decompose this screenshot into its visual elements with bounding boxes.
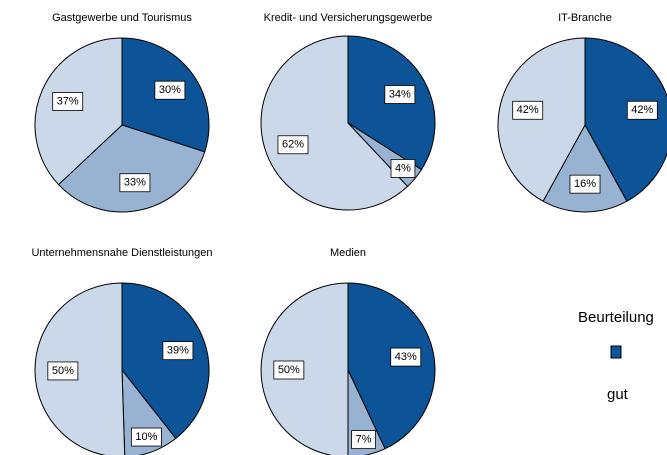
data-label: 16% [574, 178, 596, 190]
pie-slice [57, 124, 206, 213]
pie-slice [260, 35, 409, 211]
pie-title: Medien [330, 247, 366, 259]
legend: Beurteilung gut [578, 309, 654, 403]
pie-title: Unternehmensnahe Dienstleistungen [31, 247, 212, 259]
data-label: 4% [395, 162, 411, 174]
legend-label: gut [607, 386, 629, 403]
label-box [130, 427, 162, 447]
pie-title: Gastgewerbe und Tourismus [52, 12, 192, 24]
data-label: 43% [395, 351, 417, 363]
data-label: 39% [167, 345, 189, 357]
data-label: 42% [631, 104, 653, 116]
pie-title: Kredit- und Versicherungsgewerbe [264, 12, 433, 24]
legend-swatch [610, 345, 622, 359]
label-box [351, 430, 376, 450]
data-label: 10% [135, 431, 157, 443]
data-label: 34% [389, 88, 411, 100]
pie-slice [121, 282, 210, 440]
pie-slice [542, 123, 628, 213]
label-box [390, 347, 422, 367]
legend-title: Beurteilung [578, 309, 654, 326]
data-label: 50% [52, 365, 74, 377]
label-box [390, 159, 416, 178]
pie-slice [584, 37, 667, 202]
label-box [273, 360, 305, 380]
label-box [512, 100, 544, 120]
data-label: 42% [517, 104, 539, 116]
label-box [277, 135, 309, 155]
pie-slice [34, 282, 126, 455]
data-label: 33% [124, 177, 146, 189]
label-box [119, 173, 151, 193]
label-box [47, 361, 79, 381]
pie-title: IT-Branche [558, 12, 612, 24]
label-box [626, 100, 658, 120]
data-label: 7% [356, 434, 372, 446]
label-box [52, 92, 84, 111]
label-box [384, 85, 416, 104]
label-box [162, 341, 194, 361]
data-label: 30% [159, 84, 181, 96]
label-box [154, 80, 186, 100]
pie-slice [260, 282, 349, 455]
data-label: 37% [57, 95, 79, 107]
pie-slice [34, 37, 123, 186]
label-box [569, 174, 601, 194]
data-label: 50% [278, 364, 300, 376]
data-label: 62% [282, 139, 304, 151]
